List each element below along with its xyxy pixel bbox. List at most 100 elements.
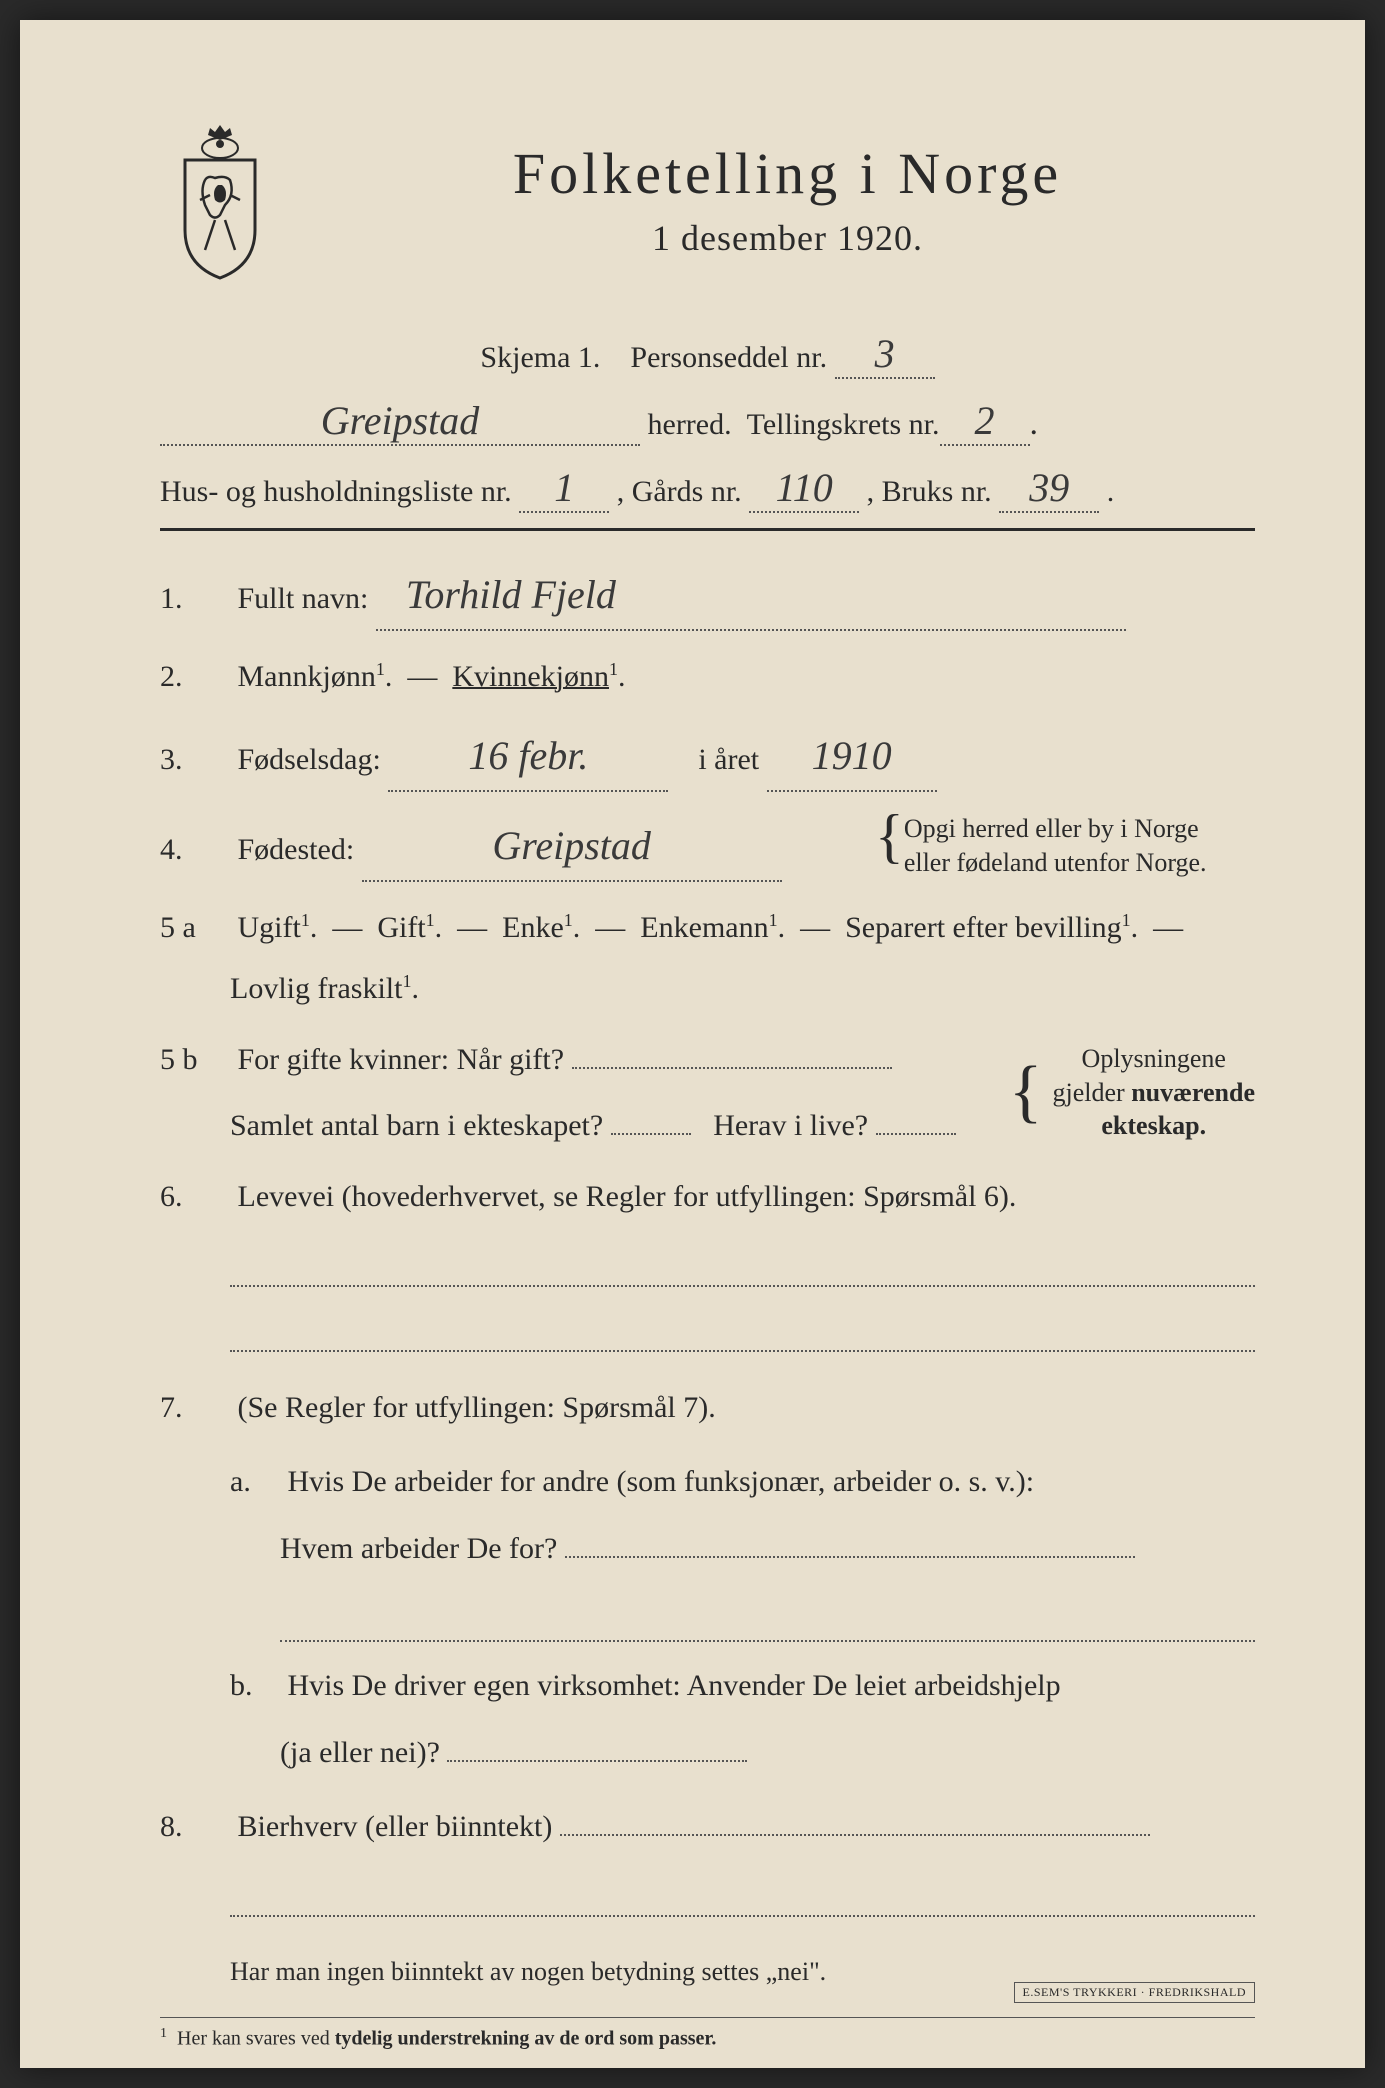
q7a: a. Hvis De arbeider for andre (som funks… xyxy=(160,1453,1255,1577)
q7a-line2-wrap: Hvem arbeider De for? xyxy=(230,1520,1255,1577)
q1-label: Fullt navn: xyxy=(238,582,369,615)
gards-value: 110 xyxy=(749,464,859,513)
husliste-label: Hus- og husholdningsliste nr. xyxy=(160,475,512,508)
q6: 6. Levevei (hovederhvervet, se Regler fo… xyxy=(160,1171,1255,1222)
period: . xyxy=(1107,475,1115,508)
q6-text: Levevei (hovederhvervet, se Regler for u… xyxy=(238,1180,1017,1213)
q4-num: 4. xyxy=(160,824,230,875)
title-block: Folketelling i Norge 1 desember 1920. xyxy=(320,120,1255,259)
main-title: Folketelling i Norge xyxy=(320,140,1255,207)
herred-name: Greipstad xyxy=(160,397,640,446)
q5b-left: 5 b For gifte kvinner: Når gift? Samlet … xyxy=(160,1034,989,1151)
q7b-line1: Hvis De driver egen virksomhet: Anvender… xyxy=(288,1669,1061,1702)
q3-year: 1910 xyxy=(767,722,937,792)
q1-value: Torhild Fjeld xyxy=(376,561,1126,631)
q5b-note1: Oplysningene xyxy=(1053,1042,1255,1076)
herred-line: Greipstad herred. Tellingskrets nr. 2 . xyxy=(160,397,1255,446)
q5b-note2: gjelder nuværende xyxy=(1053,1076,1255,1110)
blank-line xyxy=(230,1322,1255,1352)
tellingskrets-label: Tellingskrets nr. xyxy=(747,408,940,442)
husliste-value: 1 xyxy=(519,464,609,513)
q4-label: Fødested: xyxy=(238,833,355,866)
q7a-letter: a. xyxy=(230,1453,280,1510)
skjema-prefix: Skjema 1. xyxy=(480,341,600,374)
q1-num: 1. xyxy=(160,573,230,624)
q5a: 5 a Ugift1. — Gift1. — Enke1. — Enkemann… xyxy=(160,902,1255,1014)
blank xyxy=(560,1834,1150,1836)
brace-icon: { xyxy=(875,812,904,860)
q5a-opt1: Gift xyxy=(377,911,425,944)
q7b-letter: b. xyxy=(230,1657,280,1714)
q8-label: Bierhverv (eller biinntekt) xyxy=(238,1810,553,1843)
q2-opt1: Mannkjønn xyxy=(238,660,376,693)
q7-intro: (Se Regler for utfyllingen: Spørsmål 7). xyxy=(238,1391,716,1424)
q4: 4. Fødested: Greipstad { Opgi herred ell… xyxy=(160,812,1255,882)
blank xyxy=(876,1133,956,1135)
q2-opt2: Kvinnekjønn xyxy=(452,660,609,693)
printer-mark: E.SEM'S TRYKKERI · FREDRIKSHALD xyxy=(1014,1982,1255,2003)
q3-day: 16 febr. xyxy=(388,722,668,792)
blank xyxy=(565,1556,1135,1558)
blank xyxy=(572,1067,892,1069)
q5b-num: 5 b xyxy=(160,1034,230,1085)
personseddel-value: 3 xyxy=(835,330,935,379)
divider xyxy=(160,528,1255,531)
q7a-line2: Hvem arbeider De for? xyxy=(280,1532,557,1565)
skjema-line: Skjema 1. Personseddel nr. 3 xyxy=(160,330,1255,379)
q3-year-label: i året xyxy=(698,743,759,776)
blank-line xyxy=(230,1887,1255,1917)
q7b-line2: (ja eller nei)? xyxy=(280,1736,440,1769)
q5a-line2-wrap: Lovlig fraskilt1. xyxy=(160,963,1255,1014)
q8-num: 8. xyxy=(160,1801,230,1852)
q5b-l1a: For gifte kvinner: Når gift? xyxy=(238,1043,565,1076)
blank-line xyxy=(280,1612,1255,1642)
q5b-row1: 5 b For gifte kvinner: Når gift? xyxy=(160,1034,989,1085)
q7b-line2-wrap: (ja eller nei)? xyxy=(230,1724,1255,1781)
q5a-num: 5 a xyxy=(160,902,230,953)
q5b-l2b: Herav i live? xyxy=(713,1109,868,1142)
hus-line: Hus- og husholdningsliste nr. 1 , Gårds … xyxy=(160,464,1255,513)
q7b: b. Hvis De driver egen virksomhet: Anven… xyxy=(160,1657,1255,1781)
period: . xyxy=(1030,405,1039,443)
q4-note: { Opgi herred eller by i Norge eller fød… xyxy=(875,812,1255,880)
q3: 3. Fødselsdag: 16 febr. i året 1910 xyxy=(160,722,1255,792)
q4-note2: eller fødeland utenfor Norge. xyxy=(904,846,1207,880)
brace-icon: { xyxy=(1009,1064,1043,1120)
blank xyxy=(611,1133,691,1135)
q5b-note-text: Oplysningene gjelder nuværende ekteskap. xyxy=(1053,1042,1255,1143)
gards-label: , Gårds nr. xyxy=(617,475,742,508)
q3-label: Fødselsdag: xyxy=(238,743,381,776)
q5b-note3: ekteskap. xyxy=(1053,1109,1255,1143)
herred-label: herred. xyxy=(648,408,732,442)
bruks-value: 39 xyxy=(999,464,1099,513)
q5a-line2: Lovlig fraskilt xyxy=(230,972,402,1005)
q2: 2. Mannkjønn1. — Kvinnekjønn1. xyxy=(160,651,1255,702)
q2-num: 2. xyxy=(160,651,230,702)
census-form-page: Folketelling i Norge 1 desember 1920. Sk… xyxy=(20,20,1365,2068)
sup: 1 xyxy=(376,659,385,679)
q4-note1: Opgi herred eller by i Norge xyxy=(904,812,1207,846)
bruks-label: , Bruks nr. xyxy=(867,475,992,508)
q7: 7. (Se Regler for utfyllingen: Spørsmål … xyxy=(160,1382,1255,1433)
q5b-row2: Samlet antal barn i ekteskapet? Herav i … xyxy=(160,1100,989,1151)
q1: 1. Fullt navn: Torhild Fjeld xyxy=(160,561,1255,631)
q4-value: Greipstad xyxy=(362,812,782,882)
q7-num: 7. xyxy=(160,1382,230,1433)
q5b-l2a: Samlet antal barn i ekteskapet? xyxy=(230,1109,603,1142)
coat-of-arms-icon xyxy=(160,120,280,280)
q3-num: 3. xyxy=(160,734,230,785)
q5b: 5 b For gifte kvinner: Når gift? Samlet … xyxy=(160,1034,1255,1151)
q6-num: 6. xyxy=(160,1171,230,1222)
q8: 8. Bierhverv (eller biinntekt) xyxy=(160,1801,1255,1852)
q4-note-text: Opgi herred eller by i Norge eller fødel… xyxy=(904,812,1207,880)
q5a-opt2: Enke xyxy=(502,911,564,944)
q5a-opt3: Enkemann xyxy=(640,911,768,944)
blank-line xyxy=(230,1257,1255,1287)
q5a-opt4: Separert efter bevilling xyxy=(845,911,1122,944)
blank xyxy=(447,1760,747,1762)
subtitle: 1 desember 1920. xyxy=(320,217,1255,259)
q4-left: 4. Fødested: Greipstad xyxy=(160,812,875,882)
personseddel-label: Personseddel nr. xyxy=(630,341,827,374)
q5b-note: { Oplysningene gjelder nuværende ekteska… xyxy=(1009,1042,1255,1143)
q7a-line1: Hvis De arbeider for andre (som funksjon… xyxy=(288,1465,1035,1498)
